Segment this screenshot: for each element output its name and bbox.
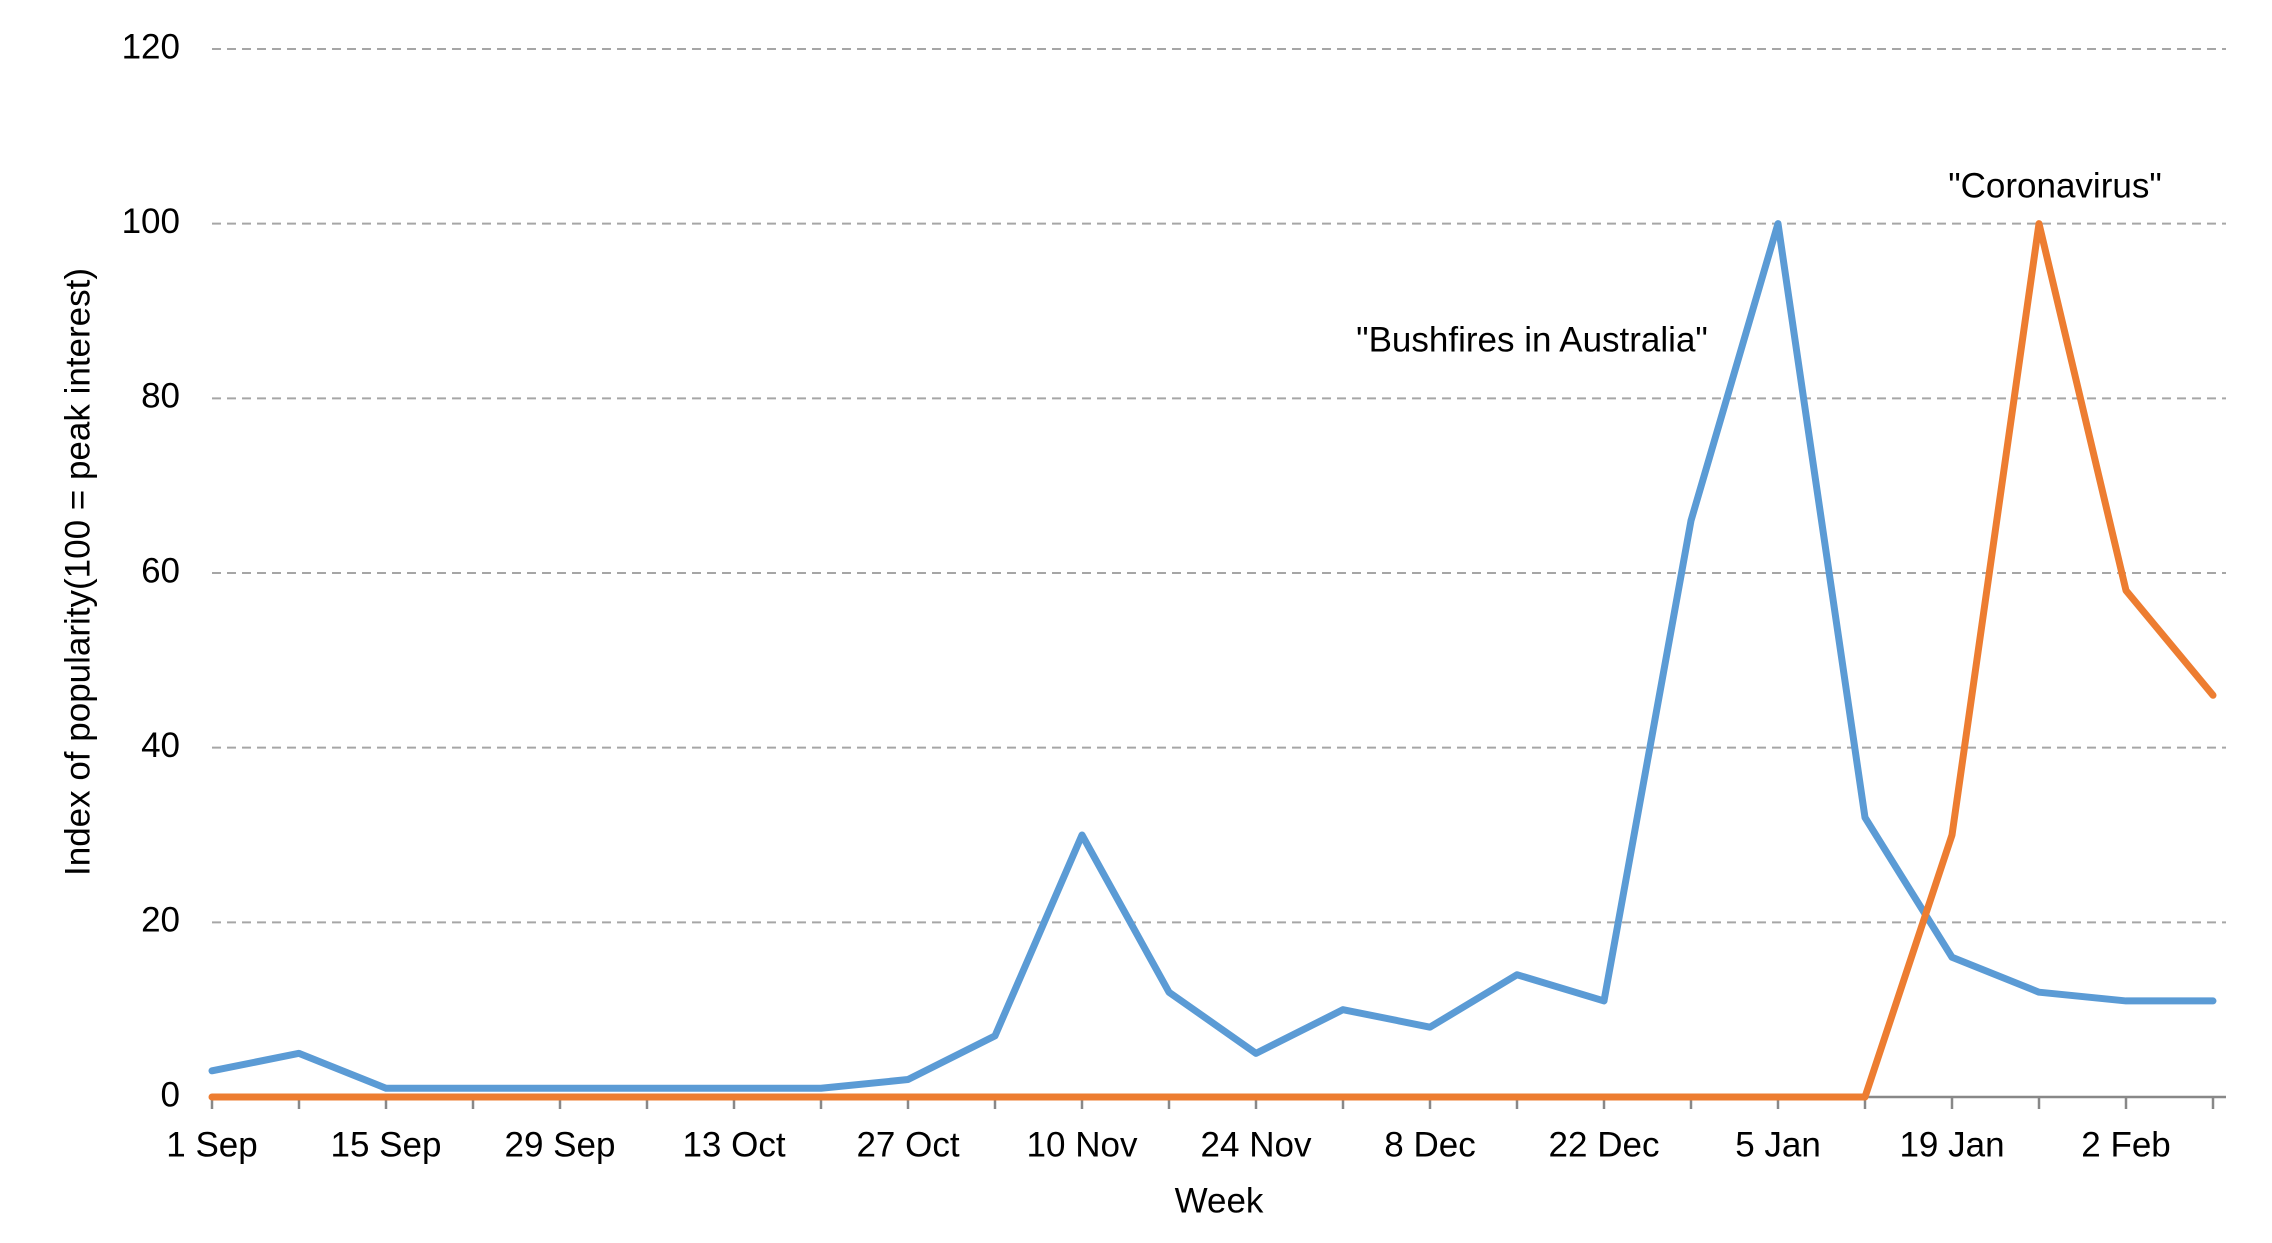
x-tick-label: 15 Sep — [331, 1125, 442, 1164]
series-label: "Coronavirus" — [1948, 166, 2162, 205]
y-tick-label: 40 — [141, 726, 180, 765]
series-label: "Bushfires in Australia" — [1356, 320, 1708, 359]
y-tick-label: 100 — [122, 202, 180, 241]
x-tick-label: 1 Sep — [166, 1125, 257, 1164]
x-tick-label: 19 Jan — [1899, 1125, 2004, 1164]
x-tick-label: 27 Oct — [856, 1125, 959, 1164]
y-tick-label: 0 — [161, 1075, 180, 1114]
x-tick-label: 8 Dec — [1384, 1125, 1475, 1164]
x-tick-label: 24 Nov — [1201, 1125, 1312, 1164]
x-tick-label: 2 Feb — [2081, 1125, 2171, 1164]
x-tick-label: 5 Jan — [1735, 1125, 1821, 1164]
series-line — [208, 220, 2217, 1101]
x-tick-label: 22 Dec — [1549, 1125, 1660, 1164]
series-line — [208, 220, 2217, 1092]
y-tick-label: 20 — [141, 901, 180, 940]
y-tick-label: 120 — [122, 27, 180, 66]
y-tick-label: 80 — [141, 377, 180, 416]
y-axis-label: Index of popularity(100 = peak interest) — [58, 268, 97, 876]
y-tick-label: 60 — [141, 551, 180, 590]
x-tick-label: 10 Nov — [1027, 1125, 1138, 1164]
x-axis-label: Week — [1175, 1181, 1264, 1220]
x-tick-label: 29 Sep — [505, 1125, 616, 1164]
x-tick-label: 13 Oct — [682, 1125, 785, 1164]
